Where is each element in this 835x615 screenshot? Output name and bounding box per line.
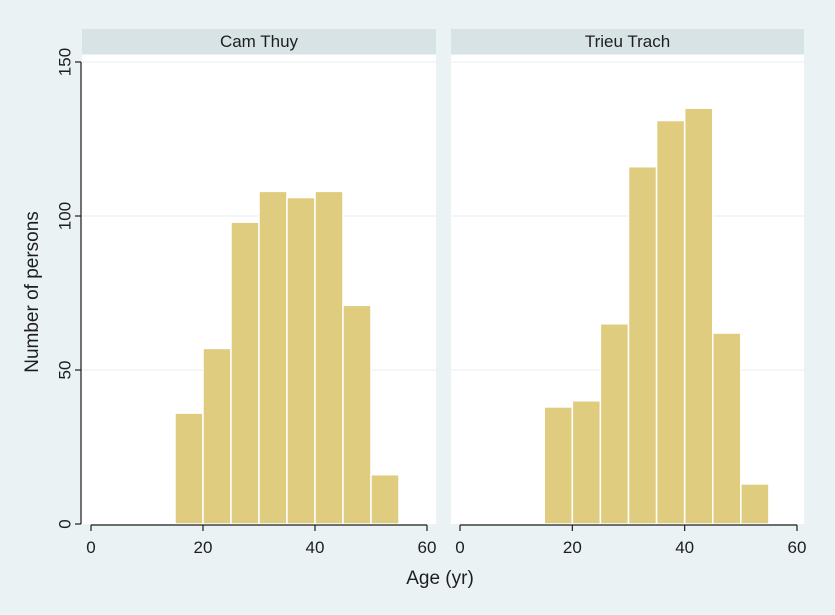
x-tick-label: 40 — [306, 538, 325, 557]
x-tick-label: 20 — [563, 538, 582, 557]
histogram-bar — [370, 473, 400, 525]
x-axis-title: Age (yr) — [406, 568, 474, 589]
panel-strip — [82, 29, 436, 54]
y-axis-title: Number of persons — [22, 211, 43, 373]
panel-0: Cam Thuy 0 20 40 60 0 50 100 150 — [56, 29, 437, 557]
y-tick-label: 0 — [56, 519, 75, 528]
histogram-bar — [342, 304, 372, 525]
x-tick-label: 60 — [788, 538, 807, 557]
panel-1: Trieu Trach 0 20 40 60 — [451, 29, 806, 557]
y-tick-label: 150 — [56, 48, 75, 76]
panel-strip — [451, 29, 804, 54]
x-tick-label: 0 — [86, 538, 95, 557]
histogram-bar — [314, 190, 344, 525]
histogram-bar — [740, 483, 770, 525]
y-tick-label: 50 — [56, 361, 75, 380]
histogram-bar — [627, 165, 658, 525]
histogram-bar — [683, 107, 714, 525]
panel-title: Trieu Trach — [585, 32, 670, 51]
histogram-bar — [712, 332, 742, 525]
x-tick-label: 40 — [675, 538, 694, 557]
x-tick-label: 20 — [194, 538, 213, 557]
histogram-bar — [230, 221, 260, 525]
histogram-bar — [202, 347, 232, 525]
histogram-bar — [174, 412, 204, 525]
histogram-bar — [599, 323, 630, 525]
y-tick-label: 100 — [56, 202, 75, 230]
histogram-bar — [286, 196, 316, 525]
histogram-bar — [571, 400, 602, 525]
x-tick-label: 60 — [418, 538, 437, 557]
histogram-bar — [258, 190, 288, 525]
histogram-bar — [655, 119, 686, 525]
panel-title: Cam Thuy — [220, 32, 299, 51]
x-tick-label: 0 — [455, 538, 464, 557]
histogram-bar — [543, 406, 574, 525]
